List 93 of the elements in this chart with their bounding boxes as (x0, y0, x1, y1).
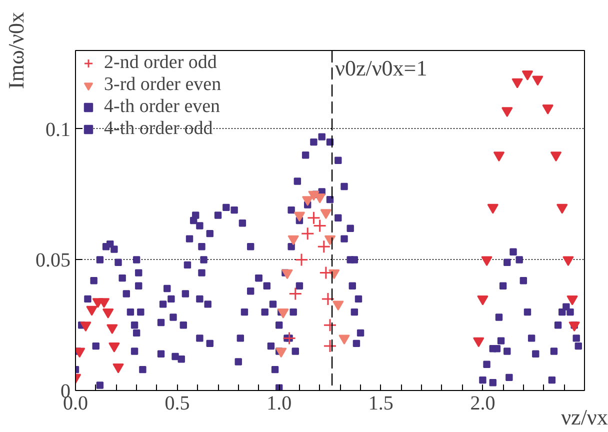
x-tick-label: 0.5 (164, 392, 190, 414)
point (354, 295, 362, 303)
point (278, 308, 289, 318)
point (86, 306, 98, 316)
point (550, 152, 562, 162)
point (76, 348, 86, 358)
point (159, 300, 167, 308)
point (263, 282, 270, 290)
ref-line-label: ν0z/ν0x=1 (335, 56, 428, 80)
point (135, 282, 142, 290)
y-tick-label: 0.1 (46, 118, 70, 141)
point (562, 256, 574, 266)
point (346, 224, 354, 232)
point (483, 360, 490, 368)
point (98, 298, 110, 308)
point (240, 308, 248, 316)
point (323, 318, 337, 332)
point (135, 269, 142, 276)
point (102, 308, 114, 318)
point (319, 266, 333, 280)
point (164, 284, 171, 292)
point (236, 334, 244, 342)
point (324, 235, 336, 246)
point (300, 226, 314, 240)
point (106, 324, 118, 334)
point (276, 322, 283, 329)
point (157, 318, 165, 326)
point (556, 204, 568, 214)
point (276, 348, 287, 358)
x-tick-label: 1.5 (368, 392, 394, 414)
point (504, 348, 511, 355)
point (340, 182, 348, 190)
x-tick-label: 1.0 (266, 392, 292, 414)
point (506, 374, 513, 382)
point (310, 138, 318, 146)
point (321, 292, 335, 306)
point (132, 256, 140, 264)
point (172, 352, 179, 360)
point (566, 295, 578, 306)
point (168, 295, 175, 303)
point (294, 252, 308, 266)
legend-label: 3-rd order even (104, 74, 222, 96)
point (288, 286, 302, 300)
point (477, 295, 488, 306)
y-axis-title: Imω/ν0x (4, 12, 28, 89)
legend-label: 2-nd order odd (104, 52, 217, 74)
point (302, 152, 310, 159)
point (288, 235, 299, 246)
point (112, 363, 124, 374)
point (502, 107, 513, 118)
point (320, 209, 332, 220)
point (80, 322, 92, 332)
point (157, 350, 165, 358)
point (338, 334, 350, 345)
point (332, 300, 344, 311)
point (356, 329, 364, 337)
point (246, 288, 254, 295)
point (306, 211, 320, 225)
point (313, 218, 327, 232)
point (542, 104, 554, 114)
point (493, 152, 505, 162)
point (473, 337, 484, 348)
point (139, 366, 146, 374)
point (282, 331, 296, 345)
point (132, 329, 140, 337)
point (334, 156, 342, 164)
point (481, 256, 492, 266)
point (294, 178, 302, 185)
point (170, 314, 177, 321)
point (282, 269, 293, 280)
legend-label: 4-th order even (104, 96, 220, 118)
point (108, 342, 120, 352)
point (522, 70, 534, 80)
point (323, 339, 337, 353)
point (497, 337, 505, 344)
point (269, 300, 277, 308)
point (137, 308, 144, 316)
point (479, 376, 486, 384)
point (318, 133, 326, 140)
point (302, 196, 314, 206)
point (234, 358, 242, 366)
y-tick-label: 0.05 (36, 250, 70, 272)
legend-label: 4-th order odd (104, 118, 213, 140)
x-axis-title: νz/νx (561, 404, 608, 430)
point (512, 78, 523, 88)
x-tick-label: 2.0 (470, 392, 496, 414)
point (568, 322, 580, 332)
point (487, 204, 498, 214)
point (532, 76, 544, 86)
point (288, 206, 295, 214)
point (317, 240, 331, 254)
point (292, 348, 299, 355)
point (255, 274, 262, 282)
